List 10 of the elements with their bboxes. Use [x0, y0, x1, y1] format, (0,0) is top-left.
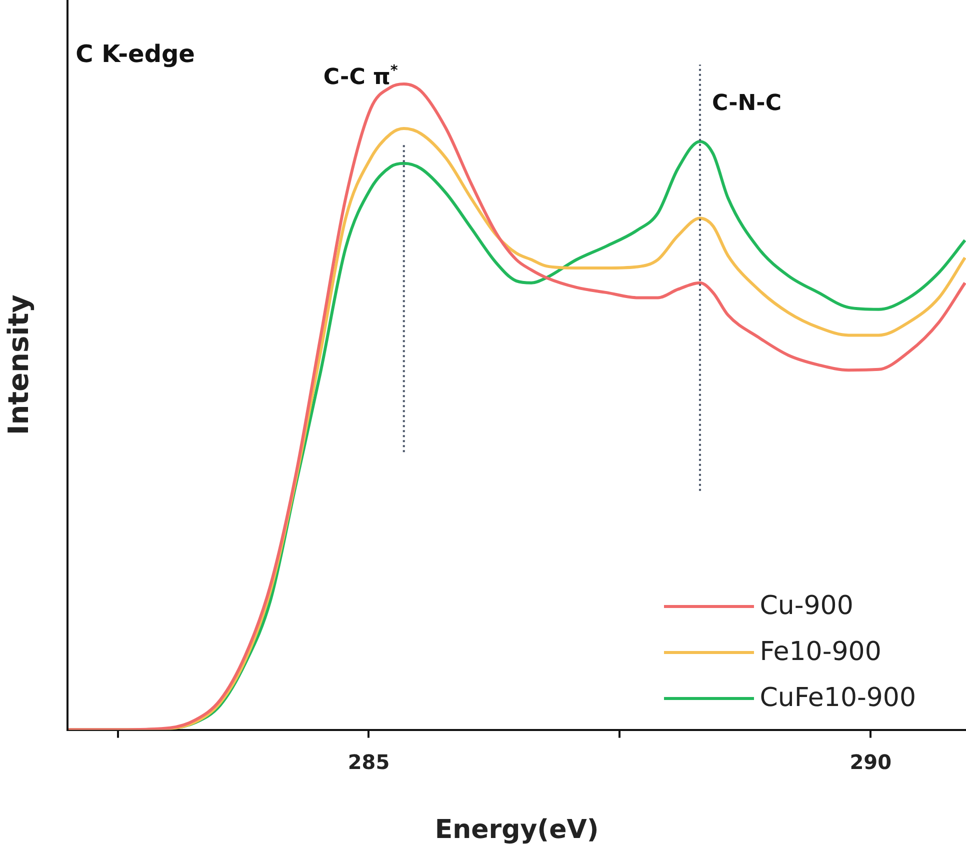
legend-label: Cu-900	[760, 591, 854, 621]
x-tick-label: 285	[348, 750, 390, 774]
x-tick-label: 290	[850, 750, 892, 774]
ref-line-label: C-C π*	[323, 63, 398, 90]
x-axis-title: Energy(eV)	[434, 815, 599, 846]
text: C K-edge	[76, 40, 195, 68]
ref-line-label: C-N-C	[712, 90, 782, 116]
legend-label: CuFe10-900	[760, 683, 916, 713]
legend-label: Fe10-900	[760, 637, 882, 667]
y-axis-title: Intensity	[2, 294, 36, 436]
